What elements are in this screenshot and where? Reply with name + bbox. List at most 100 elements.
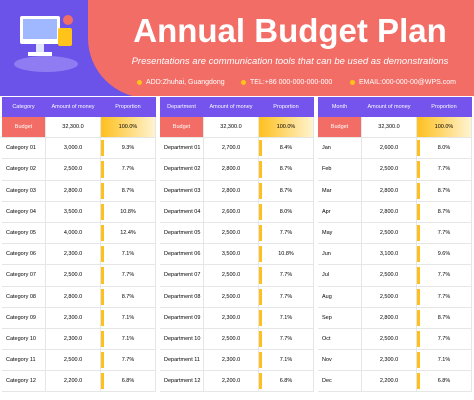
cell: 100.0% bbox=[417, 117, 472, 139]
cell: 2,500.0 bbox=[204, 222, 259, 245]
cell: Department 11 bbox=[160, 350, 204, 372]
data-bar bbox=[259, 267, 262, 284]
cell: 2,500.0 bbox=[46, 350, 101, 372]
data-bar bbox=[259, 140, 262, 157]
table-row: Department 05 2,500.0 7.7% bbox=[160, 222, 314, 245]
cell: Department 04 bbox=[160, 201, 204, 223]
table-row: Department 09 2,300.0 7.1% bbox=[160, 307, 314, 329]
cell: 6.8% bbox=[259, 371, 314, 393]
data-bar bbox=[101, 246, 104, 263]
table: Category Amount of money Proportion Budget 3… bbox=[2, 97, 156, 393]
table-row: Department 12 2,200.0 6.8% bbox=[160, 371, 314, 393]
cell: 100.0% bbox=[259, 117, 314, 139]
data-bar bbox=[259, 203, 262, 220]
cell: Amount of money bbox=[204, 97, 259, 117]
cell: 3,100.0 bbox=[362, 244, 417, 266]
cell: 2,500.0 bbox=[362, 286, 417, 308]
contact: EMAIL:000-000-00@WPS.com bbox=[350, 79, 456, 86]
data-bar bbox=[259, 224, 262, 242]
data-bar bbox=[259, 161, 262, 178]
cell: Department 07 bbox=[160, 265, 204, 287]
cell: Department 03 bbox=[160, 180, 204, 202]
cell: Proportion bbox=[417, 97, 472, 117]
cell: Budget bbox=[2, 117, 46, 139]
cell: Nov bbox=[318, 350, 362, 372]
cell: 100.0% bbox=[101, 117, 156, 139]
table-row: Department 03 2,800.0 8.7% bbox=[160, 180, 314, 202]
cell: 32,300.0 bbox=[46, 117, 101, 139]
cell: 7.7% bbox=[417, 222, 472, 245]
table: Department Amount of money Proportion Budge… bbox=[160, 97, 314, 393]
table-row: Category 06 2,300.0 7.1% bbox=[2, 244, 156, 266]
data-bar bbox=[101, 224, 104, 242]
cell: 12.4% bbox=[101, 222, 156, 245]
table-row: Department 04 2,600.0 8.0% bbox=[160, 201, 314, 223]
data-bar bbox=[101, 309, 104, 326]
cell: 2,500.0 bbox=[362, 222, 417, 245]
cell: 7.7% bbox=[417, 328, 472, 351]
table-row: Mar 2,800.0 8.7% bbox=[318, 180, 472, 202]
table-row: Jan 2,600.0 8.0% bbox=[318, 138, 472, 160]
cell: 8.7% bbox=[101, 180, 156, 202]
data-bar bbox=[101, 352, 104, 369]
cell: 2,500.0 bbox=[204, 328, 259, 351]
data-bar bbox=[417, 161, 420, 178]
illustration bbox=[14, 15, 78, 72]
cell: 8.7% bbox=[417, 201, 472, 223]
table-row: Jul 2,500.0 7.7% bbox=[318, 265, 472, 287]
table-row: Budget 32,300.0 100.0% bbox=[2, 117, 156, 139]
data-bar bbox=[101, 267, 104, 284]
table-row: Category 12 2,200.0 6.8% bbox=[2, 371, 156, 393]
table-row: Sep 2,800.0 8.7% bbox=[318, 307, 472, 329]
cell: 7.7% bbox=[101, 350, 156, 372]
cell: Category 08 bbox=[2, 286, 46, 308]
cell: 2,500.0 bbox=[46, 265, 101, 287]
table-row: Category 11 2,500.0 7.7% bbox=[2, 350, 156, 372]
cell: 8.7% bbox=[101, 286, 156, 308]
cell: Category 10 bbox=[2, 328, 46, 351]
cell: 8.4% bbox=[259, 138, 314, 160]
cell: 7.1% bbox=[417, 350, 472, 372]
header: Annual Budget Plan Presentations are com… bbox=[0, 0, 474, 96]
data-bar bbox=[417, 288, 420, 305]
cell: 2,800.0 bbox=[362, 201, 417, 223]
cell: 7.7% bbox=[417, 159, 472, 181]
table-row: Department 07 2,500.0 7.7% bbox=[160, 265, 314, 287]
table-row: Department 11 2,300.0 7.1% bbox=[160, 350, 314, 372]
table-row: Department 01 2,700.0 8.4% bbox=[160, 138, 314, 160]
data-bar bbox=[259, 330, 262, 348]
subtitle: Presentations are communication tools th… bbox=[131, 56, 449, 67]
cell: 7.7% bbox=[101, 159, 156, 181]
cell: 4,000.0 bbox=[46, 222, 101, 245]
cell: Budget bbox=[318, 117, 362, 139]
cell: Category 09 bbox=[2, 307, 46, 329]
cell: Oct bbox=[318, 328, 362, 351]
table-row: Department 08 2,500.0 7.7% bbox=[160, 286, 314, 308]
address: ADD:Zhuhai, Guangdong bbox=[146, 79, 225, 86]
cell: 10.8% bbox=[259, 244, 314, 266]
cell: 2,800.0 bbox=[362, 180, 417, 202]
cell: 8.7% bbox=[417, 180, 472, 202]
cell: 8.7% bbox=[259, 180, 314, 202]
cell: Department 05 bbox=[160, 222, 204, 245]
table-row: Category 04 3,500.0 10.8% bbox=[2, 201, 156, 223]
data-bar bbox=[417, 309, 420, 326]
cell: 2,700.0 bbox=[204, 138, 259, 160]
cell: 2,500.0 bbox=[204, 286, 259, 308]
cell: Department 09 bbox=[160, 307, 204, 329]
cell: Category 07 bbox=[2, 265, 46, 287]
cell: 2,800.0 bbox=[204, 159, 259, 181]
cell: Jun bbox=[318, 244, 362, 266]
email: EMAIL:000-000-00@WPS.com bbox=[359, 79, 456, 86]
cell: Category 01 bbox=[2, 138, 46, 160]
cell: 7.7% bbox=[259, 328, 314, 351]
cell: May bbox=[318, 222, 362, 245]
cell: Sep bbox=[318, 307, 362, 329]
table-row: Nov 2,300.0 7.1% bbox=[318, 350, 472, 372]
data-bar bbox=[417, 246, 420, 263]
table-row: Category 05 4,000.0 12.4% bbox=[2, 222, 156, 245]
cell: Department 01 bbox=[160, 138, 204, 160]
cell: Category 12 bbox=[2, 371, 46, 393]
table-row: Department 06 3,500.0 10.8% bbox=[160, 244, 314, 266]
